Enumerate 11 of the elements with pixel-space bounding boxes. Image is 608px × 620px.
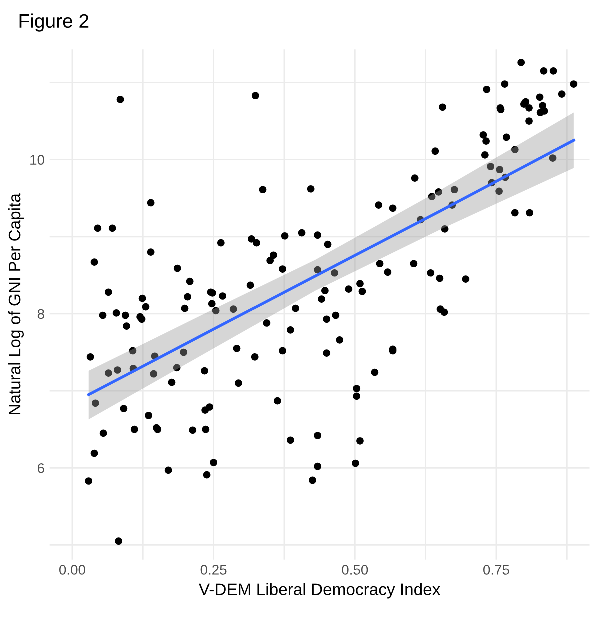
x-tick-label: 0.25 xyxy=(200,565,227,575)
line-series xyxy=(87,139,576,396)
x-tick-label: 0.00 xyxy=(60,565,86,575)
x-axis-title: V-DEM Liberal Democracy Index xyxy=(199,583,441,599)
x-tick-label: 0.75 xyxy=(484,565,510,575)
y-tick-label: 10 xyxy=(30,155,44,165)
y-tick-label: 8 xyxy=(38,309,44,320)
y-axis-title: Natural Log of GNI Per Capita xyxy=(8,194,24,415)
y-tick-label: 6 xyxy=(38,463,44,474)
x-tick-label: 0.50 xyxy=(342,565,368,575)
chart-title: Figure 2 xyxy=(20,14,89,32)
